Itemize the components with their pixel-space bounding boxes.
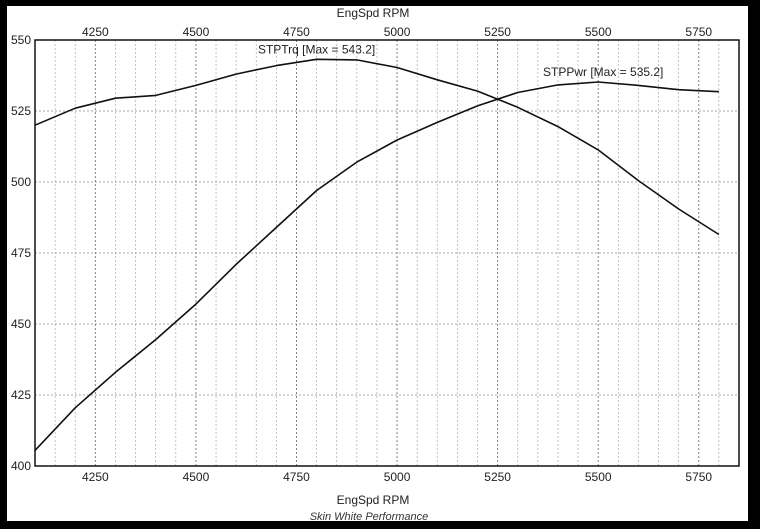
x-tick-label: 5500	[585, 470, 612, 484]
y-tick-label: 450	[11, 317, 31, 331]
grid	[34, 40, 739, 466]
top-x-tick-label: 4750	[283, 25, 310, 39]
power-series-label: STPPwr [Max = 535.2]	[543, 65, 663, 79]
y-tick-label: 500	[11, 175, 31, 189]
y-tick-label: 400	[11, 459, 31, 473]
top-x-tick-label: 5750	[685, 25, 712, 39]
footer-credit: Skin White Performance	[310, 511, 429, 521]
y-tick-label: 550	[11, 33, 31, 47]
top-axis-title: EngSpd RPM	[337, 6, 410, 20]
top-x-tick-label: 5000	[384, 25, 411, 39]
x-tick-label: 5750	[685, 470, 712, 484]
x-tick-label: 4500	[183, 470, 210, 484]
x-tick-label: 5000	[384, 470, 411, 484]
x-tick-label: 4250	[82, 470, 109, 484]
power-line	[34, 81, 719, 451]
dyno-chart: 4250 4250 4500 4500 4750 4750 5000 5000 5250 5250…	[11, 6, 740, 521]
torque-series-label: STPTrq [Max = 543.2]	[258, 42, 375, 56]
y-tick-label: 425	[11, 388, 31, 402]
x-tick-label: 5250	[484, 470, 511, 484]
top-x-tick-label: 5250	[484, 25, 511, 39]
top-x-tick-label: 5500	[585, 25, 612, 39]
tick-labels: 4250 4250 4500 4500 4750 4750 5000 5000 5250 5250…	[11, 25, 712, 484]
chart-paper: 4250 4250 4500 4500 4750 4750 5000 5000 5250 5250…	[7, 6, 748, 521]
x-axis-title: EngSpd RPM	[337, 493, 410, 507]
x-tick-label: 4750	[283, 470, 310, 484]
plot-border	[34, 39, 740, 467]
y-tick-label: 525	[11, 104, 31, 118]
torque-line	[34, 58, 720, 236]
series: STPTrq [Max = 543.2] STPPwr [Max = 535.2]	[34, 42, 720, 451]
top-x-tick-label: 4250	[82, 25, 109, 39]
y-tick-label: 475	[11, 246, 31, 260]
top-x-tick-label: 4500	[183, 25, 210, 39]
